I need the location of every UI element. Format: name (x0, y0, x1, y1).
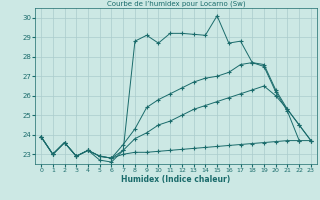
X-axis label: Humidex (Indice chaleur): Humidex (Indice chaleur) (121, 175, 231, 184)
Title: Courbe de l’humidex pour Locarno (Sw): Courbe de l’humidex pour Locarno (Sw) (107, 0, 245, 7)
